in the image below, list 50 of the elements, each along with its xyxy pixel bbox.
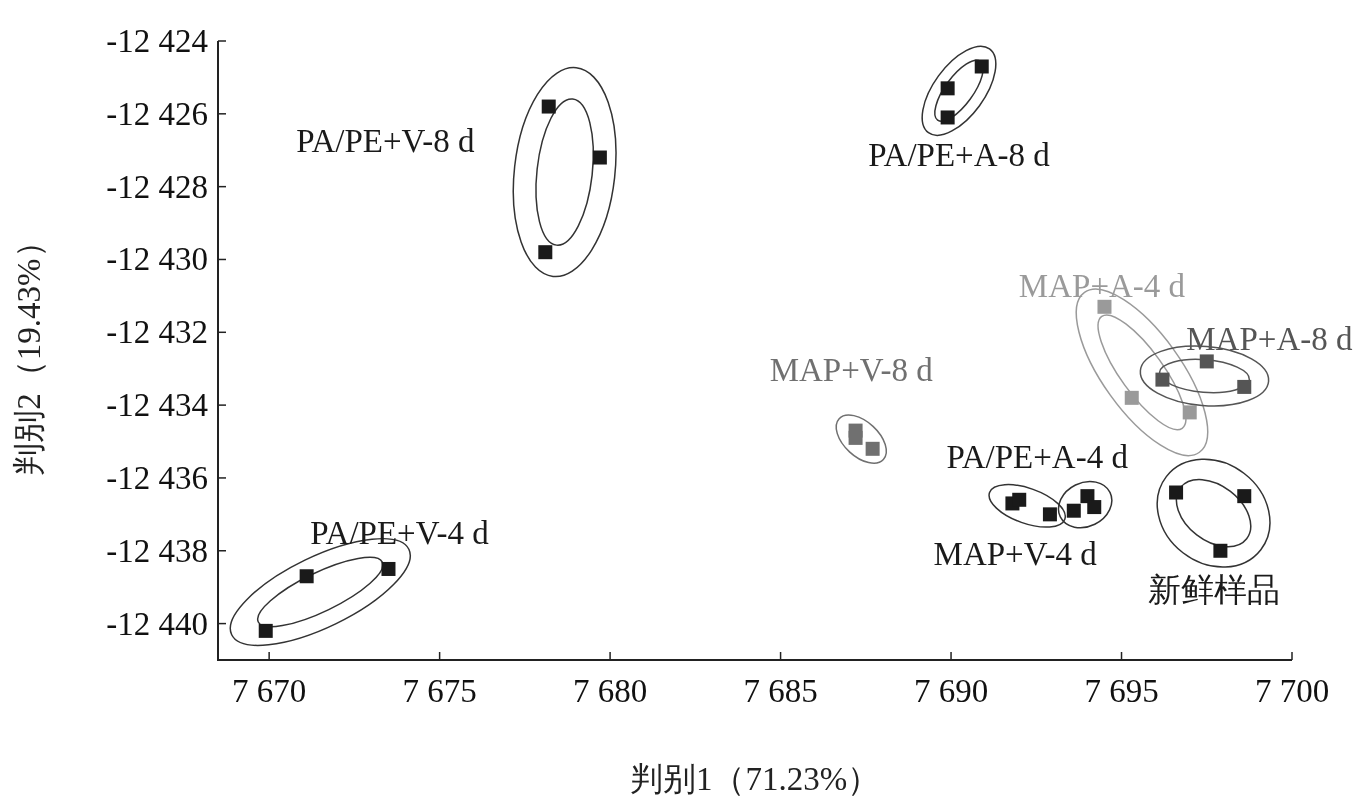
point bbox=[1155, 372, 1170, 387]
y-tick-label: -12 434 bbox=[106, 387, 208, 424]
y-axis-title: 判别2（19.43%） bbox=[11, 225, 47, 476]
x-tick-label: 7 680 bbox=[572, 673, 648, 709]
series-label: 新鲜样品 bbox=[1147, 572, 1280, 609]
x-axis-title: 判别1（71.23%） bbox=[629, 761, 881, 797]
point bbox=[1237, 379, 1252, 394]
series-label: MAP+V-4 d bbox=[933, 535, 1098, 572]
point bbox=[1042, 507, 1057, 522]
point bbox=[865, 441, 880, 456]
point bbox=[940, 81, 955, 96]
x-tick-label: 7 675 bbox=[402, 673, 477, 709]
point bbox=[940, 110, 955, 125]
point bbox=[974, 59, 989, 74]
y-tick-label: -12 432 bbox=[106, 314, 208, 351]
y-tick-label: -12 436 bbox=[106, 459, 208, 496]
x-tick-label: 7 685 bbox=[743, 673, 818, 709]
y-tick-label: -12 428 bbox=[106, 168, 208, 205]
point bbox=[1097, 299, 1112, 314]
point bbox=[1199, 354, 1214, 369]
point bbox=[1066, 503, 1081, 518]
point bbox=[1182, 405, 1197, 420]
y-tick-label: -12 424 bbox=[106, 23, 208, 59]
x-tick-label: 7 690 bbox=[913, 673, 989, 709]
point bbox=[258, 623, 273, 638]
x-tick-label: 7 670 bbox=[232, 673, 307, 709]
x-tick-label: 7 700 bbox=[1254, 673, 1330, 709]
point bbox=[381, 561, 396, 576]
x-tick-label: 7 695 bbox=[1084, 673, 1159, 709]
point bbox=[1237, 489, 1252, 504]
series-label: PA/PE+A-8 d bbox=[868, 136, 1051, 173]
text: PA/PE+V-8 d bbox=[296, 123, 476, 160]
series-label: PA/PE+V-4 d bbox=[310, 515, 490, 552]
point bbox=[1169, 485, 1184, 500]
series-label: PA/PE+A-4 d bbox=[946, 438, 1129, 475]
point bbox=[1213, 543, 1228, 558]
series-label: MAP+A-4 d bbox=[1018, 268, 1186, 305]
y-tick-label: -12 430 bbox=[106, 241, 208, 278]
y-tick-label: -12 426 bbox=[106, 95, 208, 132]
series-label: MAP+V-8 d bbox=[769, 352, 934, 389]
point bbox=[1087, 500, 1102, 515]
y-tick-label: -12 440 bbox=[106, 605, 208, 642]
series-label: MAP+A-8 d bbox=[1186, 320, 1353, 357]
y-tick-label: -12 438 bbox=[106, 532, 208, 569]
point bbox=[1012, 492, 1027, 507]
point bbox=[1124, 390, 1139, 405]
point bbox=[538, 245, 553, 260]
point bbox=[541, 99, 556, 114]
point bbox=[592, 150, 607, 165]
point bbox=[299, 569, 314, 584]
